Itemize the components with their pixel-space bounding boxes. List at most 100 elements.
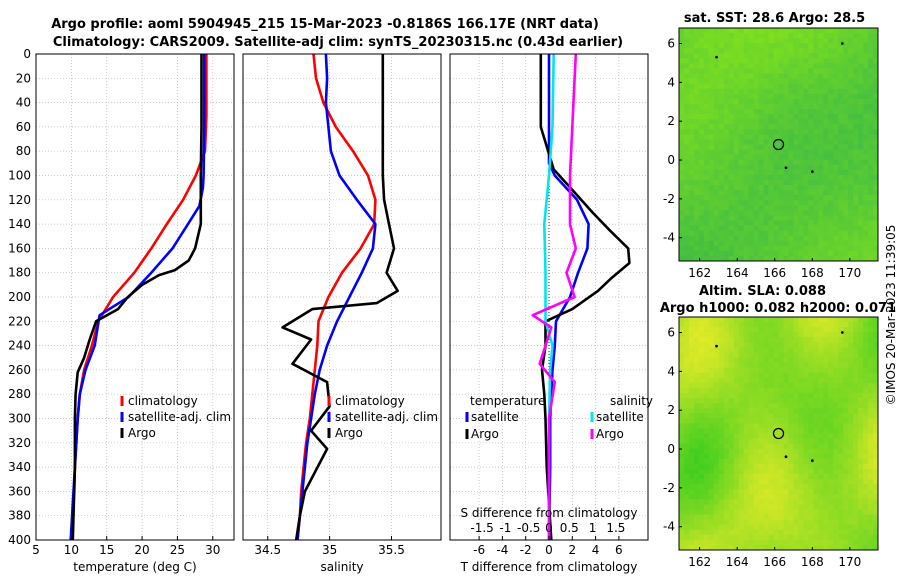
heatmap-cell — [803, 255, 809, 262]
heatmap-cell — [848, 144, 854, 150]
heatmap-cell — [758, 524, 764, 531]
heatmap-cell — [718, 58, 725, 64]
heatmap-cell — [863, 215, 869, 221]
heatmap-cell — [713, 235, 720, 242]
heatmap-cell — [758, 519, 764, 526]
heatmap-cell — [753, 322, 760, 328]
heatmap-cell — [833, 114, 839, 120]
heatmap-cell — [773, 474, 779, 480]
heatmap-cell — [738, 519, 745, 526]
heatmap-cell — [863, 504, 869, 510]
heatmap-cell — [708, 408, 715, 414]
heatmap-cell — [698, 103, 705, 110]
heatmap-cell — [768, 124, 774, 130]
heatmap-cell — [683, 428, 690, 434]
heatmap-cell — [788, 524, 794, 531]
heatmap-cell — [773, 98, 779, 105]
heatmap-cell — [788, 509, 794, 515]
heatmap-cell — [743, 347, 750, 353]
heatmap-cell — [813, 154, 819, 161]
heatmap-cell — [723, 103, 730, 110]
heatmap-cell — [858, 453, 864, 460]
heatmap-cell — [793, 164, 799, 171]
heatmap-cell — [823, 63, 829, 69]
heatmap-cell — [753, 88, 760, 95]
heatmap-cell — [713, 134, 720, 140]
heatmap-cell — [683, 28, 690, 34]
heatmap-cell — [679, 499, 685, 505]
heatmap-cell — [773, 529, 779, 536]
heatmap-cell — [798, 225, 804, 232]
heatmap-cell — [748, 240, 755, 247]
heatmap-cell — [679, 484, 685, 490]
heatmap-cell — [798, 519, 804, 526]
heatmap-cell — [703, 78, 710, 85]
heatmap-cell — [679, 448, 685, 455]
heatmap-cell — [753, 332, 760, 338]
heatmap-cell — [868, 367, 874, 374]
heatmap-cell — [833, 73, 839, 80]
heatmap-cell — [713, 367, 720, 374]
heatmap-cell — [813, 73, 819, 80]
heatmap-cell — [723, 443, 730, 450]
heatmap-cell — [778, 88, 784, 95]
heatmap-cell — [843, 190, 849, 196]
heatmap-cell — [713, 544, 720, 551]
heatmap-cell — [773, 438, 779, 445]
heatmap-cell — [848, 149, 854, 156]
heatmap-cell — [743, 159, 750, 166]
heatmap-cell — [693, 504, 700, 510]
heatmap-cell — [753, 119, 760, 125]
heatmap-cell — [753, 337, 760, 343]
heatmap-cell — [748, 215, 755, 221]
heatmap-cell — [863, 185, 869, 191]
heatmap-cell — [813, 362, 819, 369]
heatmap-cell — [818, 48, 824, 54]
heatmap-cell — [768, 524, 774, 531]
heatmap-cell — [758, 174, 764, 181]
heatmap-cell — [743, 58, 750, 64]
heatmap-cell — [823, 98, 829, 105]
heatmap-cell — [753, 124, 760, 130]
heatmap-cell — [843, 392, 849, 399]
heatmap-cell — [683, 109, 690, 115]
heatmap-cell — [733, 322, 740, 328]
heatmap-cell — [848, 372, 854, 379]
heatmap-cell — [798, 119, 804, 125]
heatmap-cell — [733, 544, 740, 551]
heatmap-cell — [838, 352, 844, 358]
x-tick-label: 170 — [838, 266, 861, 280]
heatmap-cell — [808, 205, 814, 211]
heatmap-cell — [778, 103, 784, 110]
heatmap-cell — [758, 215, 764, 221]
heatmap-cell — [713, 68, 720, 74]
heatmap-cell — [723, 114, 730, 120]
heatmap-cell — [738, 93, 745, 100]
heatmap-cell — [723, 28, 730, 34]
heatmap-cell — [803, 494, 809, 500]
heatmap-cell — [863, 332, 869, 338]
heatmap-cell — [828, 129, 834, 135]
heatmap-cell — [728, 205, 735, 211]
heatmap-cell — [793, 357, 799, 363]
heatmap-cell — [773, 159, 779, 166]
heatmap-cell — [793, 387, 799, 394]
heatmap-cell — [808, 357, 814, 363]
heatmap-cell — [738, 443, 745, 450]
heatmap-cell — [803, 468, 809, 475]
heatmap-cell — [748, 398, 755, 404]
heatmap-cell — [788, 377, 794, 384]
heatmap-cell — [843, 408, 849, 414]
heatmap-cell — [778, 529, 784, 536]
heatmap-cell — [738, 190, 745, 196]
heatmap-cell — [778, 255, 784, 262]
heatmap-cell — [698, 534, 705, 541]
heatmap-cell — [793, 149, 799, 156]
heatmap-cell — [803, 413, 809, 419]
heatmap-cell — [783, 63, 789, 69]
heatmap-cell — [853, 514, 859, 521]
heatmap-cell — [708, 322, 715, 328]
heatmap-cell — [863, 73, 869, 80]
heatmap-cell — [718, 534, 725, 541]
heatmap-cell — [708, 114, 715, 120]
